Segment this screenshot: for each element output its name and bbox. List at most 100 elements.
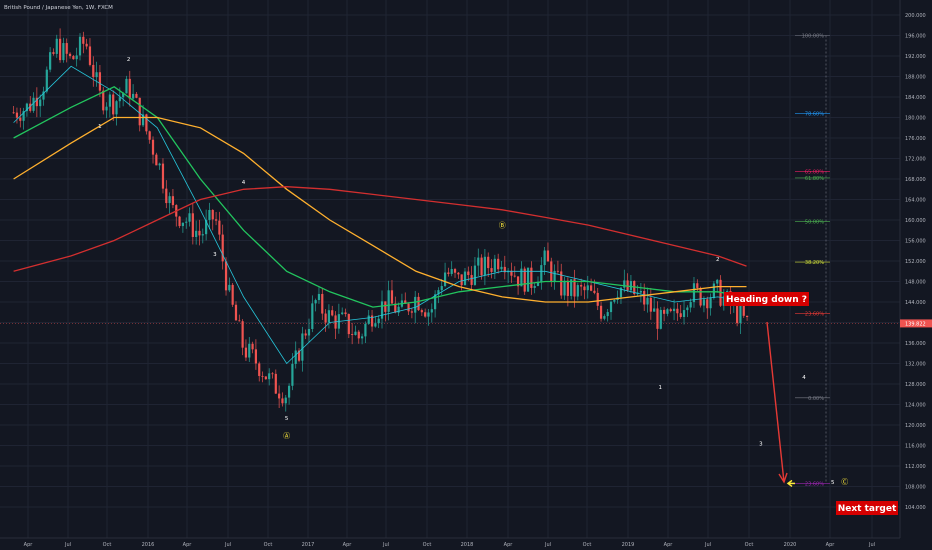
last-price-tag — [900, 319, 932, 328]
candle-body — [102, 90, 105, 111]
candle-body — [666, 309, 669, 314]
candle-body — [307, 329, 311, 336]
candle-body — [118, 97, 121, 102]
candle-body — [158, 163, 161, 166]
candle-body — [22, 111, 25, 121]
candle-body — [58, 38, 62, 61]
candle-body — [477, 257, 480, 266]
wave-label: 2 — [716, 257, 720, 263]
candle-body — [656, 308, 659, 329]
candle-body — [72, 56, 75, 60]
candle-body — [35, 97, 38, 107]
wave-label: 1 — [98, 124, 102, 130]
candle-body — [669, 309, 672, 312]
candle-body — [141, 114, 145, 126]
y-tick-label: 104.000 — [905, 505, 926, 511]
y-tick-label: 200.000 — [905, 13, 926, 19]
candle-body — [138, 97, 141, 126]
y-tick-label: 172.000 — [905, 157, 926, 163]
candle-body — [198, 230, 201, 236]
y-tick-label: 156.000 — [905, 239, 926, 245]
wave-label: Ⓑ — [499, 222, 506, 230]
candle-body — [248, 343, 251, 358]
y-tick-label: 192.000 — [905, 54, 926, 60]
candle-body — [281, 398, 284, 404]
x-tick-label: Oct — [103, 542, 112, 548]
candle-body — [712, 283, 715, 298]
candle-body — [108, 94, 111, 107]
x-tick-label: Apr — [183, 542, 193, 548]
fib-level-label: 23.60% — [805, 481, 824, 487]
fib-level-label: 50.00% — [805, 220, 824, 226]
candle-body — [301, 333, 304, 361]
candle-body — [573, 279, 576, 297]
x-tick-label: Jul — [868, 542, 875, 548]
y-tick-label: 164.000 — [905, 198, 926, 204]
candle-body — [268, 373, 271, 380]
candle-body — [500, 266, 503, 270]
annotation-box — [836, 501, 898, 515]
candle-body — [42, 91, 45, 100]
x-tick-label: Apr — [343, 542, 353, 548]
candle-body — [390, 290, 394, 304]
y-tick-label: 196.000 — [905, 34, 926, 40]
x-tick-label: Apr — [24, 542, 34, 548]
x-tick-label: Oct — [423, 542, 432, 548]
x-tick-label: Apr — [504, 542, 514, 548]
candle-body — [274, 373, 277, 394]
candle-body — [344, 312, 347, 315]
candle-body — [181, 222, 184, 227]
candle-body — [443, 272, 447, 287]
candle-body — [593, 290, 596, 293]
candle-body — [39, 99, 42, 107]
candle-body — [165, 188, 168, 204]
candle-body — [294, 350, 297, 364]
candle-body — [241, 321, 244, 348]
candle-body — [88, 46, 92, 65]
candle-body — [510, 270, 513, 276]
arrow-head — [778, 472, 788, 484]
candle-body — [699, 287, 702, 306]
candle-body — [682, 310, 686, 317]
candle-body — [128, 78, 131, 99]
candle-body — [463, 271, 467, 286]
candle-body — [224, 261, 228, 291]
candle-body — [736, 302, 739, 324]
candle-body — [254, 349, 258, 364]
candle-body — [530, 267, 533, 288]
candle-body — [609, 301, 613, 313]
candle-body — [244, 347, 248, 358]
wave-label: Ⓒ — [841, 478, 848, 486]
candle-body — [629, 281, 633, 291]
y-tick-label: 176.000 — [905, 136, 926, 142]
x-tick-label: Jul — [704, 542, 711, 548]
candle-body — [284, 397, 287, 404]
candle-body — [513, 275, 516, 277]
candle-body — [15, 112, 19, 118]
x-tick-label: 2016 — [142, 542, 155, 548]
candle-body — [367, 315, 370, 324]
candle-body — [503, 266, 506, 273]
x-tick-label: Jul — [544, 542, 551, 548]
moving-average-line — [13, 86, 747, 308]
y-tick-label: 148.000 — [905, 280, 926, 286]
candle-body — [447, 272, 450, 274]
candle-body — [324, 313, 327, 323]
fib-level-label: 0.00% — [808, 396, 824, 402]
candle-body — [676, 308, 679, 314]
candle-body — [566, 280, 569, 296]
x-tick-label: Oct — [745, 542, 754, 548]
candle-body — [672, 308, 676, 312]
x-tick-label: Jul — [224, 542, 231, 548]
x-tick-label: 2018 — [461, 542, 474, 548]
candle-body — [414, 296, 417, 313]
x-tick-label: Apr — [826, 542, 836, 548]
candle-body — [75, 55, 78, 60]
candle-body — [516, 276, 520, 287]
candle-body — [258, 363, 261, 376]
candle-body — [434, 294, 437, 310]
candle-body — [560, 271, 563, 296]
wave-label: 4 — [802, 375, 806, 381]
candle-body — [420, 310, 423, 313]
